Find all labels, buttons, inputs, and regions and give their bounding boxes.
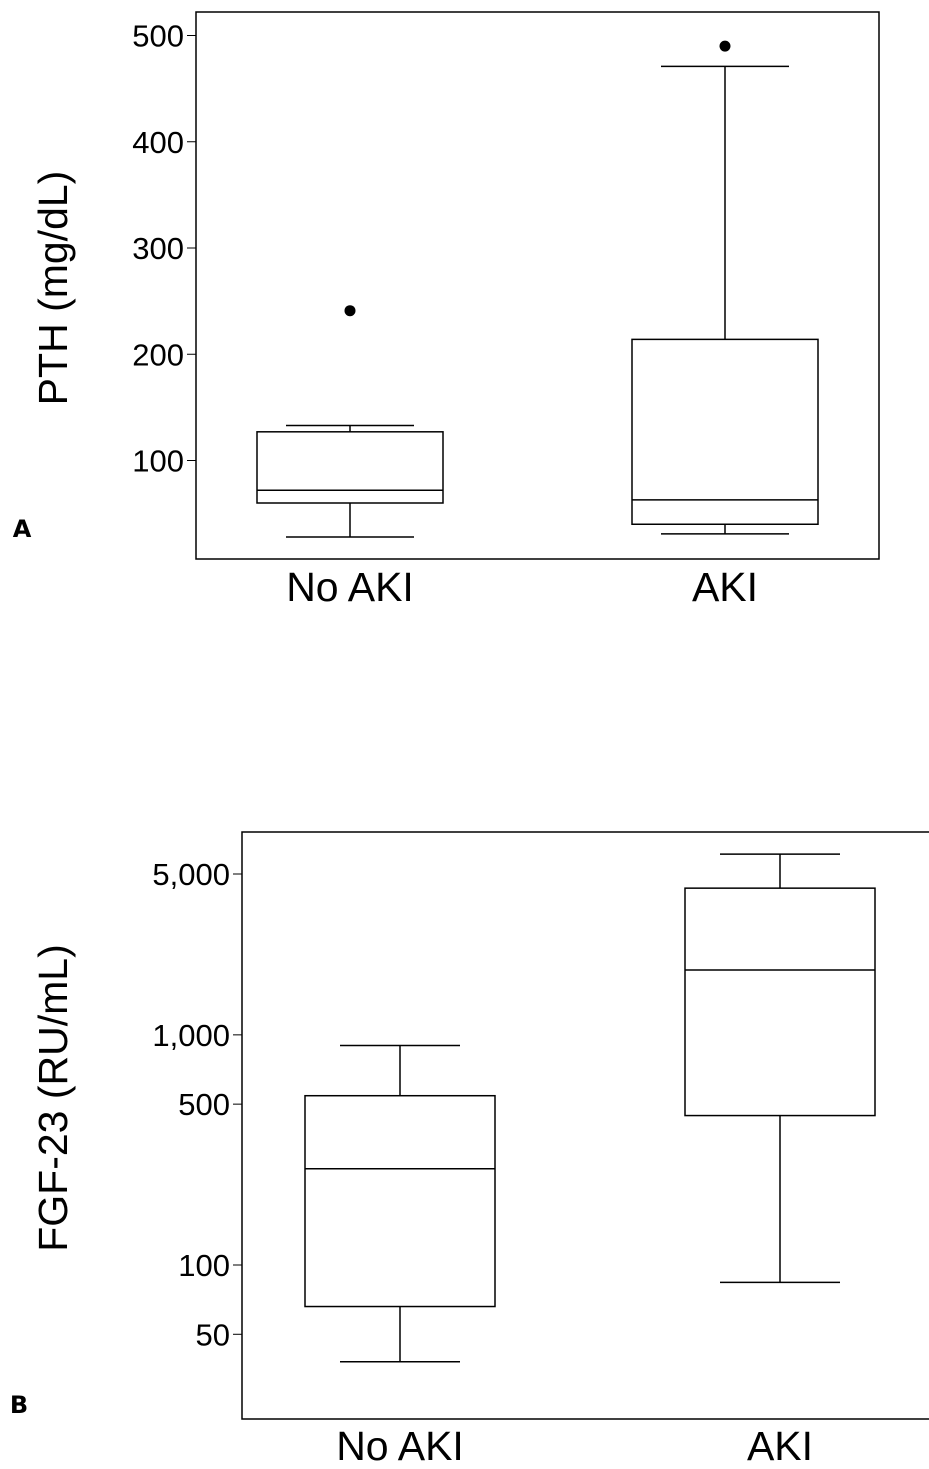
y-tick-label: 300: [132, 231, 184, 266]
y-tick-label: 100: [178, 1248, 230, 1283]
iqr-box: [257, 432, 443, 503]
y-tick-label: 500: [178, 1087, 230, 1122]
box-aki: [632, 41, 818, 534]
x-category-label: AKI: [747, 1423, 813, 1469]
box-no-aki: [305, 1046, 495, 1362]
y-axis-label: FGF-23 (RU/mL): [30, 944, 76, 1252]
y-tick-label: 50: [196, 1317, 230, 1352]
y-tick-label: 500: [132, 19, 184, 54]
y-tick-label: 400: [132, 125, 184, 160]
panel-label: B: [10, 1391, 28, 1419]
x-category-label: No AKI: [336, 1423, 464, 1469]
iqr-box: [305, 1096, 495, 1307]
iqr-box: [632, 339, 818, 524]
chart-panel-a: 100 200 300 400 500 No AKI AKI PTH (mg/dL) A: [13, 12, 879, 610]
y-axis-label: PTH (mg/dL): [30, 171, 76, 406]
box-aki: [685, 854, 875, 1282]
y-tick-label: 100: [132, 444, 184, 479]
y-tick-label: 1,000: [152, 1018, 230, 1053]
x-category-label: AKI: [692, 564, 758, 610]
chart-panel-b: 50 100 500 1,000 5,000 No AKI AKI FGF-23 (RU/mL…: [10, 832, 929, 1469]
y-tick-label: 5,000: [152, 857, 230, 892]
outlier-point: [345, 305, 356, 316]
iqr-box: [685, 888, 875, 1115]
outlier-point: [720, 41, 731, 52]
box-no-aki: [257, 305, 443, 537]
x-category-label: No AKI: [286, 564, 414, 610]
panel-label: A: [13, 515, 32, 543]
y-tick-label: 200: [132, 337, 184, 372]
